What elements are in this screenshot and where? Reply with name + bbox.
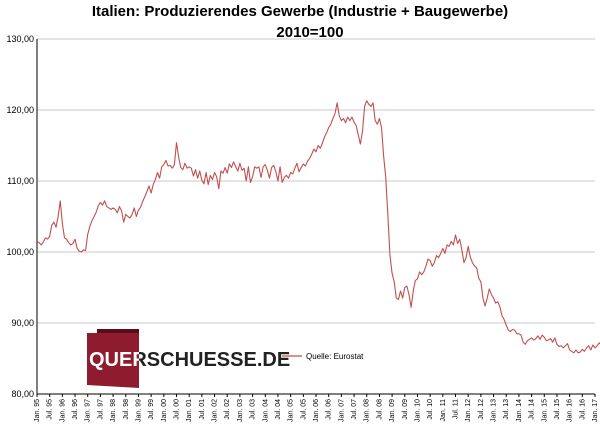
logo-mark-corner: [97, 329, 139, 333]
x-tick-label: Jan. 10: [414, 399, 421, 422]
legend-label: Quelle: Eurostat: [306, 352, 364, 361]
x-tick-label: Jul. 02: [224, 399, 231, 420]
watermark-text: QUERSCHUESSE.DE: [89, 349, 290, 371]
x-tick-label: Jul. 98: [123, 399, 130, 420]
x-tick-label: Jan. 03: [237, 399, 244, 422]
x-tick-label: Jan. 95: [34, 399, 41, 422]
x-tick-label: Jul. 14: [529, 399, 536, 420]
chart-title: Italien: Produzierendes Gewerbe (Industr…: [92, 3, 508, 20]
x-tick-label: Jan. 02: [212, 399, 219, 422]
x-tick-label: Jul. 13: [503, 399, 510, 420]
watermark-text-light: QUERSCHUESSE.DE: [89, 349, 290, 371]
series-line: [36, 100, 600, 354]
y-tick-label: 120,00: [6, 105, 34, 115]
x-tick-label: Jul. 99: [148, 399, 155, 420]
y-tick-labels: 80,00 90,00 100,00 110,00 120,00 130,00: [6, 34, 34, 399]
x-tick-label: Jul. 95: [47, 399, 54, 420]
x-tick-label: Jul. 04: [275, 399, 282, 420]
legend: Quelle: Eurostat: [282, 352, 364, 361]
x-tick-label: Jul. 07: [351, 399, 358, 420]
x-tick-label: Jan. 05: [288, 399, 295, 422]
x-tick-label: Jul. 10: [427, 399, 434, 420]
x-tick-label: Jan. 11: [440, 399, 447, 422]
watermark-logo: QUERSCHUESSE.DE QUERSCHUESSE.DE: [87, 329, 290, 388]
y-tick-label: 90,00: [11, 318, 34, 328]
x-tick-label: Jul. 01: [199, 399, 206, 420]
series-lines: [36, 100, 600, 354]
chart-subtitle: 2010=100: [276, 24, 343, 41]
x-tick-label: Jan. 00: [161, 399, 168, 422]
grid: [37, 38, 595, 324]
x-tick-label: Jan. 15: [541, 399, 548, 422]
y-tick-label: 110,00: [7, 176, 34, 186]
x-tick-label: Jan. 99: [135, 399, 142, 422]
x-tick-label: Jan. 16: [567, 399, 574, 422]
x-tick-label: Jan. 96: [59, 399, 66, 422]
x-tick-label: Jan. 09: [389, 399, 396, 422]
x-tick-label: Jan. 06: [313, 399, 320, 422]
x-tick-label: Jan. 13: [491, 399, 498, 422]
x-tick-label: Jul. 00: [174, 399, 181, 420]
x-tick-label: Jul. 15: [554, 399, 561, 420]
x-tick-label: Jul. 03: [250, 399, 257, 420]
x-tick-label: Jul. 16: [579, 399, 586, 420]
y-tick-label: 100,00: [6, 247, 34, 257]
x-tick-label: Jan. 17: [592, 399, 599, 422]
x-tick-label: Jan. 04: [262, 399, 269, 422]
x-tick-label: Jul. 05: [300, 399, 307, 420]
x-tick-label: Jan. 12: [465, 399, 472, 422]
x-tick-label: Jan. 98: [110, 399, 117, 422]
x-tick-label: Jan. 97: [85, 399, 92, 422]
logo-mark-square: [87, 333, 139, 388]
x-tick-label: Jul. 11: [453, 399, 460, 419]
x-tick-label: Jul. 96: [72, 399, 79, 420]
x-tick-label: Jul. 12: [478, 399, 485, 420]
x-tick-label: Jul. 06: [326, 399, 333, 420]
x-tick-label: Jan. 07: [338, 399, 345, 422]
x-tick-label: Jan. 01: [186, 399, 193, 422]
y-tick-label: 80,00: [11, 389, 34, 399]
x-tick-label: Jan. 08: [364, 399, 371, 422]
x-tick-label: Jul. 08: [376, 399, 383, 420]
x-tick-label: Jul. 09: [402, 399, 409, 420]
y-tick-label: 130,00: [6, 34, 34, 44]
x-tick-labels: Jan. 95 Jul. 95 Jan. 96 Jul. 96 Jan. 97 Jul. …: [34, 394, 599, 422]
x-tick-label: Jan. 14: [516, 399, 523, 422]
x-tick-label: Jul. 97: [97, 399, 104, 420]
